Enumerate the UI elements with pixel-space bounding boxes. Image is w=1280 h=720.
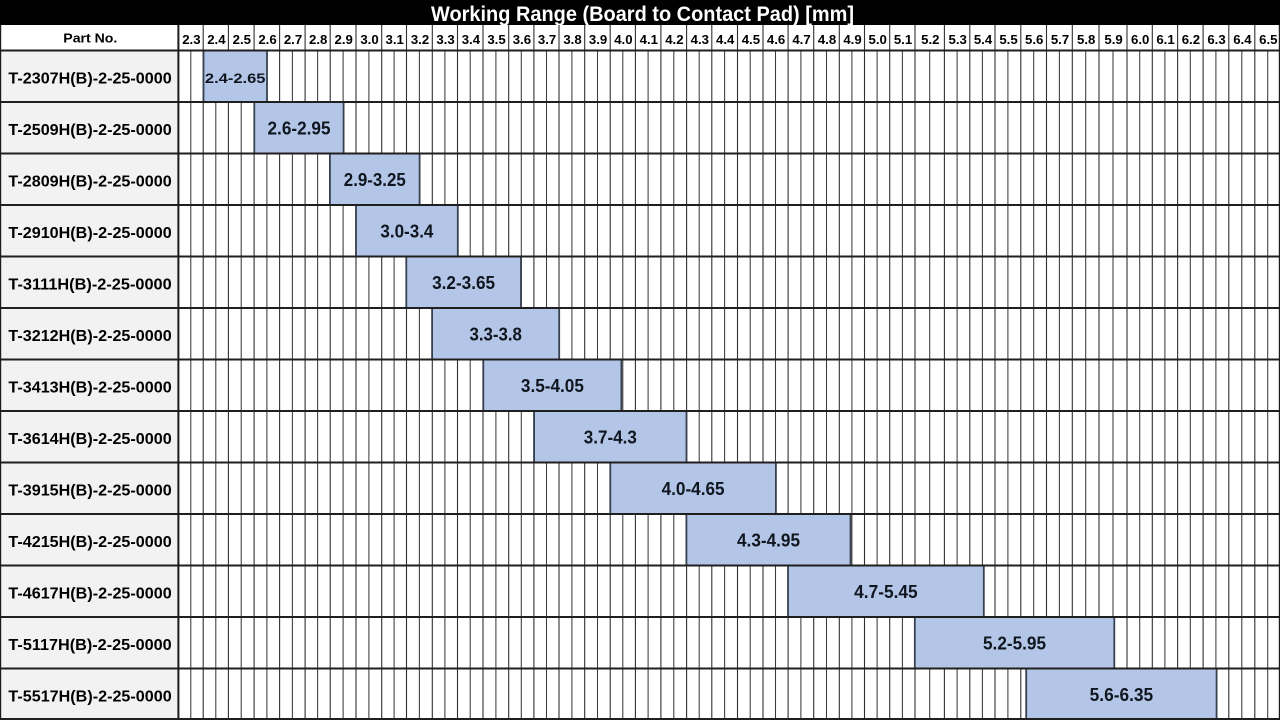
svg-text:5.9: 5.9 bbox=[1104, 32, 1122, 47]
svg-text:5.5: 5.5 bbox=[999, 32, 1017, 47]
svg-text:T-3212H(B)-2-25-0000: T-3212H(B)-2-25-0000 bbox=[8, 328, 171, 345]
svg-text:3.0: 3.0 bbox=[360, 32, 378, 47]
svg-text:3.7-4.3: 3.7-4.3 bbox=[584, 427, 637, 447]
svg-text:2.4-2.65: 2.4-2.65 bbox=[205, 71, 266, 87]
svg-text:T-3614H(B)-2-25-0000: T-3614H(B)-2-25-0000 bbox=[8, 431, 171, 448]
svg-text:6.2: 6.2 bbox=[1182, 32, 1200, 47]
svg-text:T-2307H(B)-2-25-0000: T-2307H(B)-2-25-0000 bbox=[8, 70, 171, 87]
svg-text:3.3: 3.3 bbox=[436, 32, 454, 47]
svg-text:5.6-6.35: 5.6-6.35 bbox=[1090, 685, 1154, 705]
svg-text:T-4617H(B)-2-25-0000: T-4617H(B)-2-25-0000 bbox=[8, 585, 171, 602]
svg-text:5.6: 5.6 bbox=[1025, 32, 1043, 47]
svg-text:4.2: 4.2 bbox=[665, 32, 683, 47]
svg-text:6.3: 6.3 bbox=[1207, 32, 1225, 47]
svg-text:T-4215H(B)-2-25-0000: T-4215H(B)-2-25-0000 bbox=[8, 534, 171, 551]
svg-text:2.3: 2.3 bbox=[182, 32, 200, 47]
svg-text:5.2-5.95: 5.2-5.95 bbox=[983, 633, 1046, 653]
svg-text:T-5517H(B)-2-25-0000: T-5517H(B)-2-25-0000 bbox=[8, 688, 171, 705]
svg-text:3.2-3.65: 3.2-3.65 bbox=[432, 273, 495, 293]
svg-text:4.0-4.65: 4.0-4.65 bbox=[662, 479, 725, 499]
svg-text:4.9: 4.9 bbox=[843, 32, 861, 47]
svg-text:4.7-5.45: 4.7-5.45 bbox=[854, 582, 918, 602]
svg-text:3.3-3.8: 3.3-3.8 bbox=[469, 324, 522, 344]
svg-text:2.4: 2.4 bbox=[207, 32, 226, 47]
svg-text:3.4: 3.4 bbox=[462, 32, 481, 47]
svg-text:2.7: 2.7 bbox=[284, 32, 302, 47]
svg-text:T-2809H(B)-2-25-0000: T-2809H(B)-2-25-0000 bbox=[8, 173, 171, 190]
svg-text:5.2: 5.2 bbox=[921, 32, 939, 47]
svg-text:4.3-4.95: 4.3-4.95 bbox=[737, 530, 800, 550]
svg-text:T-3413H(B)-2-25-0000: T-3413H(B)-2-25-0000 bbox=[8, 379, 171, 396]
svg-text:3.1: 3.1 bbox=[386, 32, 404, 47]
svg-text:4.1: 4.1 bbox=[640, 32, 658, 47]
svg-text:Working Range (Board to Contac: Working Range (Board to Contact Pad) [mm… bbox=[431, 2, 854, 26]
svg-text:T-2509H(B)-2-25-0000: T-2509H(B)-2-25-0000 bbox=[8, 122, 171, 139]
svg-text:3.5-4.05: 3.5-4.05 bbox=[521, 376, 584, 396]
svg-text:6.5: 6.5 bbox=[1259, 32, 1277, 47]
svg-text:4.6: 4.6 bbox=[767, 32, 785, 47]
svg-text:6.1: 6.1 bbox=[1156, 32, 1174, 47]
svg-text:6.4: 6.4 bbox=[1233, 32, 1252, 47]
svg-text:5.8: 5.8 bbox=[1077, 32, 1095, 47]
svg-text:Part No.: Part No. bbox=[63, 31, 117, 46]
svg-text:2.6-2.95: 2.6-2.95 bbox=[268, 118, 331, 138]
svg-text:3.6: 3.6 bbox=[513, 32, 531, 47]
svg-text:3.0-3.4: 3.0-3.4 bbox=[380, 221, 433, 241]
svg-text:T-5117H(B)-2-25-0000: T-5117H(B)-2-25-0000 bbox=[8, 637, 171, 654]
svg-text:T-2910H(B)-2-25-0000: T-2910H(B)-2-25-0000 bbox=[8, 225, 171, 242]
svg-text:5.7: 5.7 bbox=[1051, 32, 1069, 47]
svg-text:6.0: 6.0 bbox=[1131, 32, 1149, 47]
svg-text:4.5: 4.5 bbox=[742, 32, 760, 47]
svg-text:5.4: 5.4 bbox=[974, 32, 993, 47]
svg-text:2.9-3.25: 2.9-3.25 bbox=[344, 170, 406, 190]
svg-text:4.0: 4.0 bbox=[614, 32, 632, 47]
svg-text:2.9: 2.9 bbox=[335, 32, 353, 47]
svg-text:2.5: 2.5 bbox=[233, 32, 251, 47]
svg-text:2.8: 2.8 bbox=[309, 32, 327, 47]
svg-text:4.3: 4.3 bbox=[691, 32, 709, 47]
svg-text:5.3: 5.3 bbox=[949, 32, 967, 47]
svg-text:T-3111H(B)-2-25-0000: T-3111H(B)-2-25-0000 bbox=[8, 276, 171, 293]
svg-text:3.5: 3.5 bbox=[487, 32, 505, 47]
svg-text:3.8: 3.8 bbox=[563, 32, 581, 47]
svg-text:4.4: 4.4 bbox=[716, 32, 735, 47]
svg-text:3.7: 3.7 bbox=[538, 32, 556, 47]
svg-text:3.9: 3.9 bbox=[589, 32, 607, 47]
svg-text:4.7: 4.7 bbox=[792, 32, 810, 47]
svg-text:4.8: 4.8 bbox=[818, 32, 836, 47]
svg-text:3.2: 3.2 bbox=[411, 32, 429, 47]
svg-text:T-3915H(B)-2-25-0000: T-3915H(B)-2-25-0000 bbox=[8, 482, 171, 499]
svg-text:5.0: 5.0 bbox=[869, 32, 887, 47]
svg-text:2.6: 2.6 bbox=[258, 32, 276, 47]
svg-text:5.1: 5.1 bbox=[894, 32, 912, 47]
